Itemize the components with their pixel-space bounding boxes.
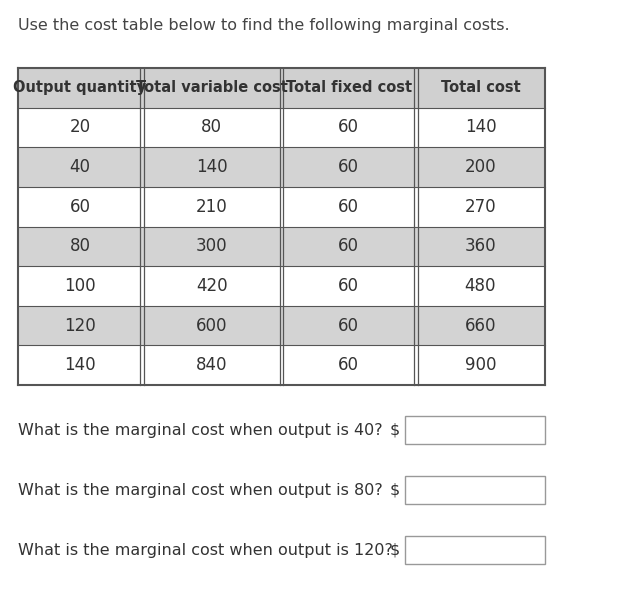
Text: 840: 840 [196,356,228,374]
Bar [18,107,142,147]
Text: 100: 100 [64,277,96,295]
Bar [416,68,545,107]
Text: 270: 270 [465,198,496,216]
Bar [142,266,282,306]
Bar [282,266,416,306]
Text: 120: 120 [64,317,96,334]
Text: 80: 80 [201,118,222,137]
Bar [416,187,545,226]
Bar [282,345,416,385]
Bar [416,107,545,147]
Text: 360: 360 [465,237,496,256]
Text: 60: 60 [338,277,359,295]
Bar [142,68,282,107]
Text: 480: 480 [465,277,496,295]
Bar [142,345,282,385]
Text: $: $ [390,423,400,437]
Bar [405,476,545,504]
Text: 20: 20 [69,118,91,137]
Bar [282,226,416,266]
Text: $: $ [390,542,400,558]
Text: 140: 140 [64,356,96,374]
Bar [18,266,142,306]
Bar [18,226,142,266]
Text: What is the marginal cost when output is 40?: What is the marginal cost when output is… [18,423,383,437]
Text: 140: 140 [465,118,496,137]
Bar [416,226,545,266]
Text: 80: 80 [69,237,91,256]
Bar [416,147,545,187]
Text: 140: 140 [196,158,228,176]
Bar [142,187,282,226]
Bar [416,345,545,385]
Text: 660: 660 [465,317,496,334]
Text: 40: 40 [69,158,91,176]
Bar [282,147,416,187]
Bar [18,345,142,385]
Text: 210: 210 [196,198,228,216]
Text: 600: 600 [196,317,228,334]
Text: 60: 60 [338,317,359,334]
Bar [142,306,282,345]
Text: 420: 420 [196,277,228,295]
Bar [142,147,282,187]
Bar [405,536,545,564]
Text: 60: 60 [338,356,359,374]
Text: 60: 60 [338,158,359,176]
Text: 60: 60 [338,237,359,256]
Bar [416,266,545,306]
Bar [18,306,142,345]
Text: Total variable cost: Total variable cost [136,81,287,95]
Text: 60: 60 [338,198,359,216]
Bar [18,147,142,187]
Bar [18,68,142,107]
Bar [142,226,282,266]
Bar [282,68,416,107]
Text: 60: 60 [338,118,359,137]
Text: Output quantity: Output quantity [14,81,147,95]
Bar [18,187,142,226]
Bar [282,187,416,226]
Bar [282,107,416,147]
Text: What is the marginal cost when output is 80?: What is the marginal cost when output is… [18,483,383,498]
Text: 900: 900 [465,356,496,374]
Bar [282,306,416,345]
Text: What is the marginal cost when output is 120?: What is the marginal cost when output is… [18,542,393,558]
Text: Total cost: Total cost [440,81,520,95]
Bar [405,416,545,444]
Text: Total fixed cost: Total fixed cost [285,81,412,95]
Text: $: $ [390,483,400,498]
Text: 200: 200 [465,158,496,176]
Text: Use the cost table below to find the following marginal costs.: Use the cost table below to find the fol… [18,18,510,33]
Bar [142,107,282,147]
Bar [416,306,545,345]
Text: 300: 300 [196,237,228,256]
Text: 60: 60 [69,198,91,216]
